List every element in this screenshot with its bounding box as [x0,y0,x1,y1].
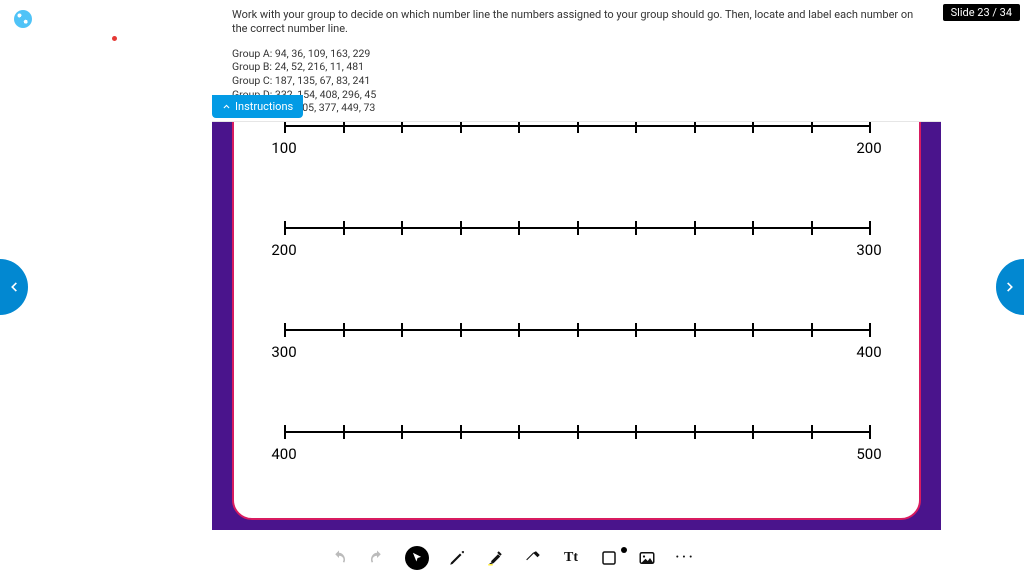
number-line-tick [401,221,403,235]
number-line-tick [811,221,813,235]
number-line-tick [635,425,637,439]
slide-counter: Slide 23 / 34 [943,4,1020,21]
shape-dot-icon [621,547,627,553]
number-line[interactable]: 100200 [284,117,869,157]
globe-icon[interactable] [14,10,32,28]
shapes-tool[interactable] [599,548,619,568]
number-line-tick [577,425,579,439]
number-line-tick [518,425,520,439]
number-line-tick [869,323,871,337]
number-line-tick [869,221,871,235]
number-line-tick [752,221,754,235]
number-line-tick [811,323,813,337]
pen-tool[interactable] [447,548,467,568]
number-line-tick [869,425,871,439]
number-line-tick [811,425,813,439]
number-line-tick [635,323,637,337]
group-line: Group E: 279, 205, 377, 449, 73 [232,101,921,115]
number-line-tick [635,221,637,235]
number-line-end-label: 400 [856,343,881,361]
text-tool[interactable]: Tt [561,548,581,568]
number-line-tick [401,323,403,337]
number-line-tick [752,323,754,337]
undo-icon [330,549,348,567]
number-line[interactable]: 200300 [284,219,869,259]
number-line-tick [577,323,579,337]
prev-slide-button[interactable] [0,259,28,315]
chevron-left-icon [7,280,21,294]
number-line-tick [694,425,696,439]
number-line-tick [694,323,696,337]
number-line[interactable]: 400500 [284,423,869,463]
number-line-tick [460,323,462,337]
highlighter-icon [486,549,504,567]
image-tool[interactable] [637,548,657,568]
number-line-tick [343,221,345,235]
number-line-end-label: 200 [856,139,881,157]
bottom-toolbar: Tt ··· [329,546,695,570]
number-line-tick [401,425,403,439]
number-line-tick [518,221,520,235]
number-line-start-label: 300 [271,343,296,361]
shape-icon [600,549,618,567]
number-line-tick [343,323,345,337]
highlighter-tool[interactable] [485,548,505,568]
undo-button[interactable] [329,548,349,568]
redo-button[interactable] [367,548,387,568]
more-tools-button[interactable]: ··· [675,548,695,568]
number-line-end-label: 500 [856,445,881,463]
instructions-prompt: Work with your group to decide on which … [232,8,921,37]
redo-icon [368,549,386,567]
eraser-tool[interactable] [523,548,543,568]
red-dot-indicator [112,36,117,41]
number-line-end-label: 300 [856,241,881,259]
number-line-tick [577,221,579,235]
number-line[interactable]: 300400 [284,321,869,361]
group-list: Group A: 94, 36, 109, 163, 229Group B: 2… [232,47,921,115]
chevron-right-icon [1003,280,1017,294]
number-line-start-label: 400 [271,445,296,463]
group-line: Group D: 332, 154, 408, 296, 45 [232,88,921,102]
image-icon [638,549,656,567]
group-line: Group A: 94, 36, 109, 163, 229 [232,47,921,61]
number-line-tick [694,221,696,235]
pen-icon [448,549,466,567]
number-line-tick [752,425,754,439]
number-line-tick [284,323,286,337]
number-line-start-label: 100 [271,139,296,157]
instructions-tab-label: Instructions [235,100,293,113]
slide-canvas-frame: 100200200300300400400500 [212,95,941,530]
number-line-tick [518,323,520,337]
next-slide-button[interactable] [996,259,1024,315]
eraser-icon [524,549,542,567]
instructions-panel: Work with your group to decide on which … [212,0,941,122]
group-line: Group B: 24, 52, 216, 11, 481 [232,60,921,74]
instructions-toggle[interactable]: Instructions [212,95,303,118]
cursor-tool[interactable] [405,546,429,570]
number-line-tick [284,221,286,235]
slide-canvas[interactable]: 100200200300300400400500 [232,95,921,520]
number-line-tick [460,221,462,235]
cursor-icon [410,551,424,565]
group-line: Group C: 187, 135, 67, 83, 241 [232,74,921,88]
more-icon: ··· [675,549,695,567]
number-line-tick [343,425,345,439]
chevron-up-icon [222,102,231,111]
number-line-tick [460,425,462,439]
text-icon: Tt [564,550,578,566]
number-line-start-label: 200 [271,241,296,259]
number-line-tick [284,425,286,439]
